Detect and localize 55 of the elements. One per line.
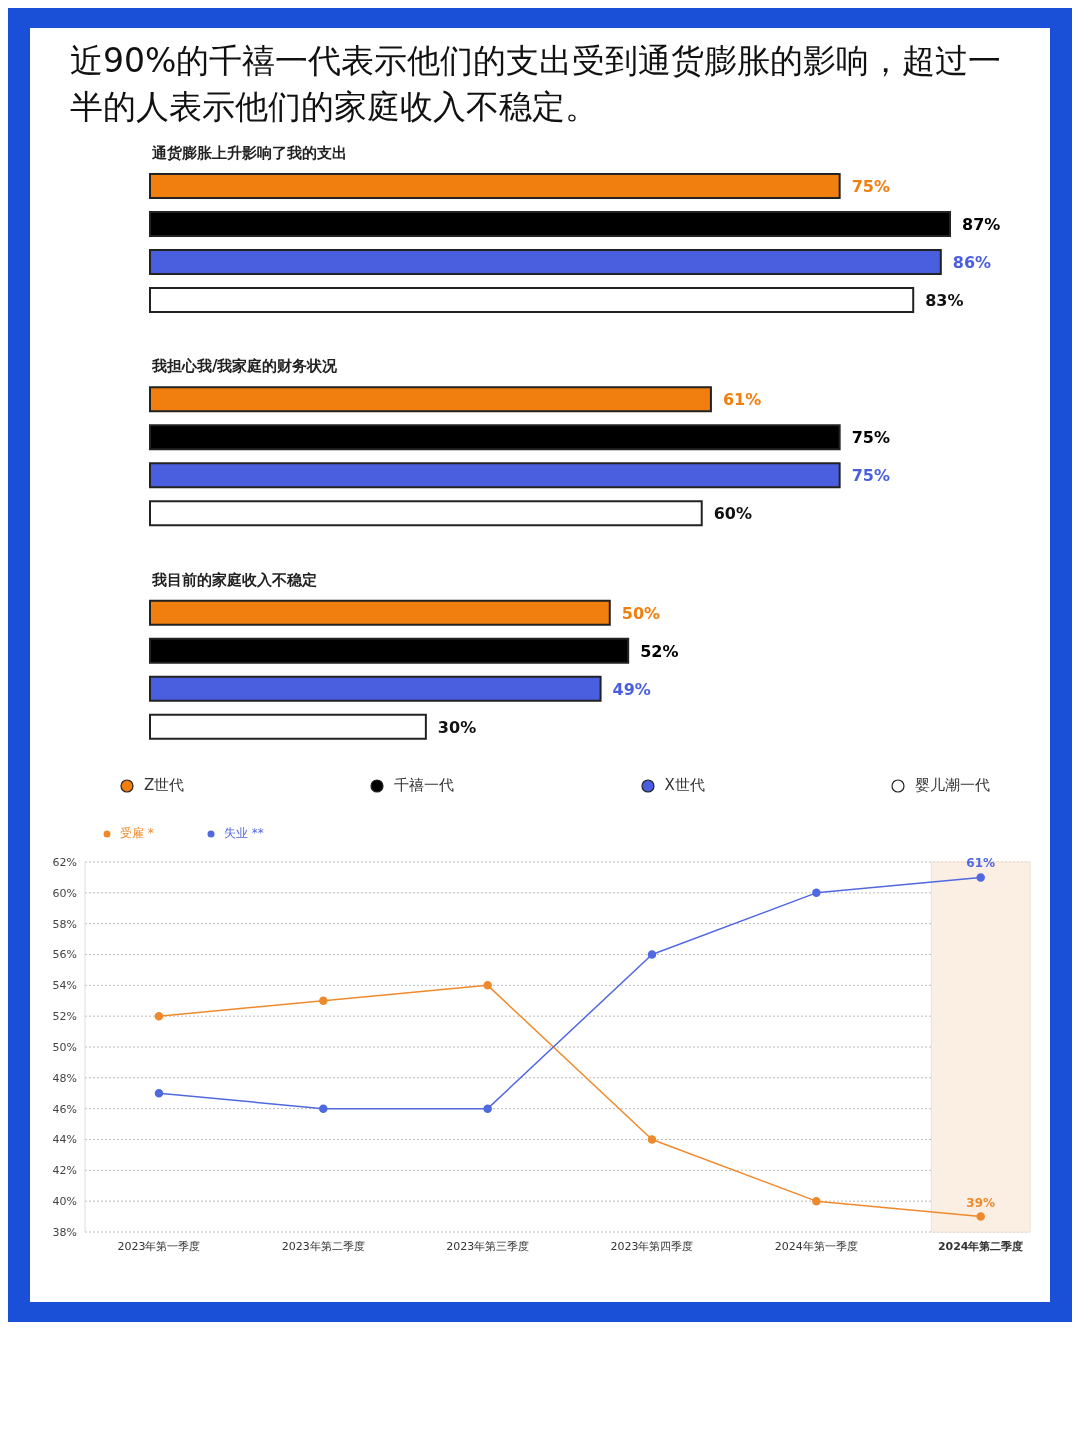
y-tick-label: 58% — [52, 917, 77, 931]
legend-label: 失业 ** — [223, 825, 264, 842]
point — [319, 1104, 328, 1113]
point — [647, 950, 657, 959]
y-tick-label: 我目前的家庭收入不稳定 — [151, 570, 317, 589]
data-label: 75% — [851, 466, 890, 486]
data-label: 75% — [851, 177, 890, 196]
point — [976, 1212, 985, 1221]
y-tick-label: 48% — [52, 1071, 77, 1085]
data-label: 52% — [640, 641, 679, 661]
data-label: 61% — [722, 390, 762, 410]
x-tick-label: 2023年第三季度 — [446, 1240, 530, 1253]
data-label: 61% — [966, 856, 996, 871]
point — [812, 1196, 821, 1206]
point — [319, 996, 328, 1005]
data-label: 49% — [612, 679, 651, 699]
data-label: 60% — [713, 504, 753, 524]
data-label: 83% — [925, 291, 964, 310]
legend-label: X世代 — [664, 776, 705, 795]
y-tick-label: 52% — [52, 1010, 77, 1024]
y-tick-label: 54% — [52, 979, 77, 993]
legend-label: 千禧一代 — [394, 776, 455, 795]
y-tick-label: 44% — [52, 1133, 77, 1147]
point — [647, 1135, 657, 1144]
chart-title: 近90%的千禧一代表示他们的支出受到通货膨胀的影响，超过一半的人表示他们的家庭收入不稳定。 — [69, 40, 1003, 128]
data-label: 86% — [952, 253, 992, 272]
y-tick-label: 46% — [52, 1102, 77, 1116]
x-tick-label: 2023年第四季度 — [610, 1240, 694, 1253]
x-tick-label: 2023年第一季度 — [117, 1240, 201, 1253]
data-label: 87% — [962, 215, 1001, 234]
legend-label: Z世代 — [144, 776, 185, 795]
y-tick-label: 38% — [52, 1225, 77, 1239]
point — [976, 873, 985, 882]
point — [483, 1104, 492, 1113]
point — [812, 888, 821, 898]
y-tick-label: 56% — [52, 948, 77, 962]
legend-label: 婴儿潮一代 — [914, 776, 990, 795]
y-tick-label: 42% — [52, 1164, 77, 1178]
y-tick-label: 50% — [52, 1040, 77, 1054]
y-tick-label: 62% — [52, 855, 77, 869]
x-tick-label: 2023年第二季度 — [281, 1240, 365, 1253]
point — [154, 1011, 164, 1021]
point — [483, 981, 492, 990]
point — [154, 1089, 164, 1098]
y-tick-label: 通货膨胀上升影响了我的支出 — [151, 144, 347, 162]
y-tick-label: 60% — [52, 886, 77, 900]
y-tick-label: 我担心我/我家庭的财务状况 — [151, 357, 339, 376]
x-tick-label: 2024年第一季度 — [774, 1240, 858, 1253]
data-label: 30% — [437, 717, 477, 737]
data-label: 75% — [851, 428, 890, 448]
y-tick-label: 40% — [52, 1195, 77, 1209]
legend-label: 受雇 * — [120, 825, 154, 842]
x-tick-label: 2024年第二季度 — [937, 1240, 1024, 1253]
data-label: 50% — [621, 603, 661, 623]
data-label: 39% — [966, 1195, 996, 1210]
